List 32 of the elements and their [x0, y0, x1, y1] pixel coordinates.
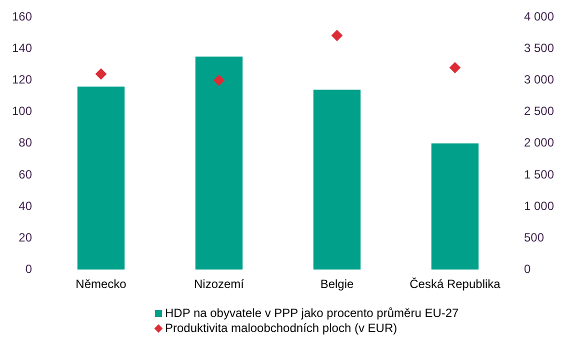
bar	[313, 90, 361, 270]
y2-tick-label: 500	[524, 230, 544, 244]
y-tick-label: 0	[25, 262, 32, 276]
y-tick-label: 120	[12, 72, 32, 87]
x-tick-label: Belgie	[320, 277, 354, 292]
y-tick-label: 80	[18, 136, 32, 150]
x-tick-label: Německo	[76, 277, 127, 292]
y2-tick-label: 2 000	[524, 136, 554, 150]
bar	[77, 86, 125, 270]
bar	[431, 143, 479, 270]
y-tick-label: 100	[12, 104, 32, 118]
y-tick-label: 60	[18, 167, 32, 182]
y-tick-label: 40	[18, 198, 32, 213]
y2-tick-label: 1 000	[524, 198, 554, 213]
x-tick-label: Česká Republika	[410, 277, 501, 292]
y-tick-label: 140	[12, 41, 32, 56]
bar	[195, 56, 243, 270]
point	[449, 62, 460, 74]
y2-tick-label: 4 000	[524, 10, 554, 24]
legend-label: HDP na obyvatele v PPP jako procento průměru EU-27	[165, 306, 459, 321]
point	[96, 68, 107, 80]
point	[331, 30, 342, 41]
x-tick-label: Nizozemí	[194, 277, 245, 292]
y-tick-label: 20	[18, 230, 32, 244]
y2-tick-label: 0	[524, 262, 531, 276]
y2-tick-label: 3 500	[524, 41, 554, 56]
point	[214, 74, 225, 86]
legend-label: Produktivita maloobchodních ploch (v EUR)	[165, 321, 398, 336]
y2-tick-label: 1 500	[524, 167, 554, 182]
y2-tick-label: 2 500	[524, 104, 554, 118]
y2-tick-label: 3 000	[524, 72, 554, 87]
y-tick-label: 160	[12, 10, 32, 24]
